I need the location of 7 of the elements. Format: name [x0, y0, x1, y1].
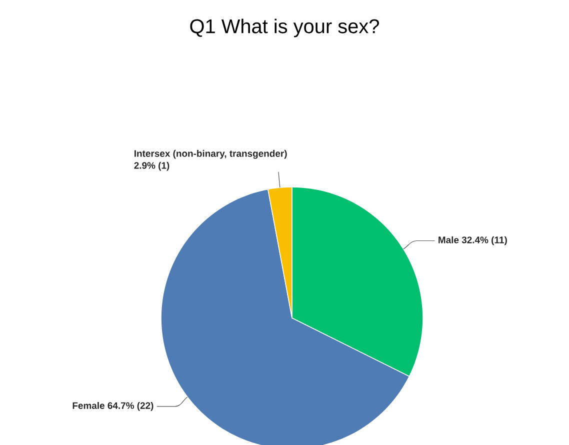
slice-label: Female	[72, 402, 104, 409]
chart-title: Q1 What is your sex?	[190, 18, 379, 38]
data-label: 64.7% (22)	[108, 402, 154, 411]
slice-label: Male	[438, 236, 459, 244]
data-label: 2.9% (1)	[134, 162, 170, 171]
data-label: 32.4% (11)	[462, 236, 507, 246]
slice-label: Intersex (non-binary, transgender)	[134, 150, 287, 159]
